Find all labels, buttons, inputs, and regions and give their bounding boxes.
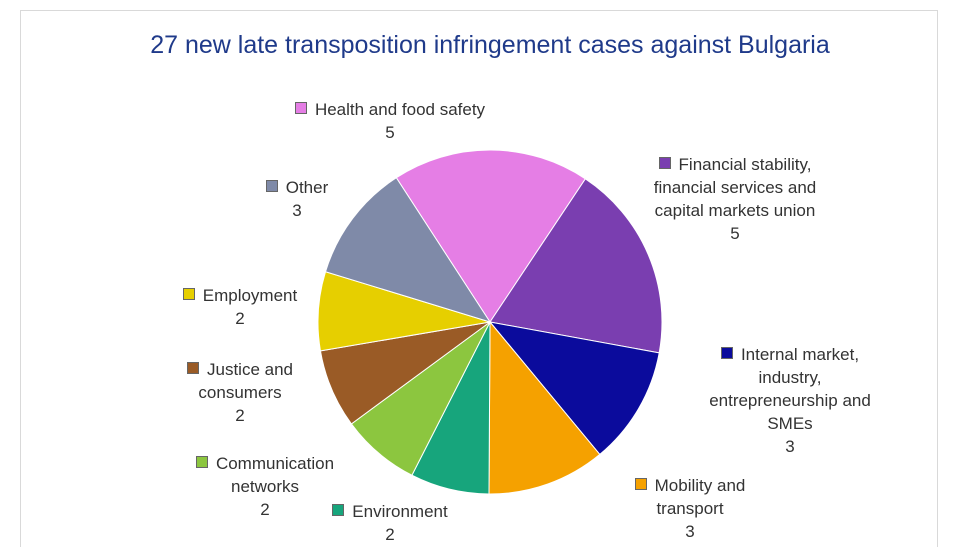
chart-title: 27 new late transposition infringement c… [150, 31, 830, 59]
legend-swatch [195, 456, 208, 468]
category-name: Health and food safety [314, 100, 486, 119]
legend-swatch [332, 504, 345, 516]
category-name: Environment [352, 502, 448, 521]
category-name: Communication networks [215, 454, 335, 496]
legend-swatch [658, 157, 671, 169]
slice-label: Mobility and transport 3 [605, 474, 775, 543]
slice-label: Internal market, industry, entrepreneurs… [700, 343, 880, 458]
legend-swatch [634, 478, 647, 490]
legend-swatch [182, 288, 195, 300]
category-name: Employment [202, 286, 298, 305]
category-name: Other [285, 178, 329, 197]
legend-swatch [294, 102, 307, 114]
value-label: 3 [685, 522, 695, 541]
value-label: 3 [292, 201, 302, 220]
slice-label: Financial stability, financial services … [640, 153, 830, 245]
value-label: 3 [785, 437, 795, 456]
category-name: Financial stability, financial services … [653, 155, 817, 220]
value-label: 2 [385, 525, 395, 544]
value-label: 5 [385, 123, 395, 142]
legend-swatch [187, 362, 199, 374]
pie-slice [489, 178, 663, 354]
category-name: Justice and consumers [198, 360, 293, 402]
pie-slice [324, 177, 492, 323]
pie-slice [488, 321, 660, 456]
slice-label: Communication networks 2 [160, 452, 370, 521]
pie-slice [395, 149, 587, 323]
value-label: 5 [730, 224, 740, 243]
slice-label: Justice and consumers 2 [150, 358, 330, 427]
slice-label: Other 3 [237, 176, 357, 222]
legend-swatch [720, 347, 733, 359]
value-label: 2 [260, 500, 270, 519]
category-name: Mobility and transport [654, 476, 746, 518]
slice-label: Environment 2 [290, 500, 490, 546]
pie-slice [488, 320, 601, 495]
category-name: Internal market, industry, entrepreneurs… [709, 345, 871, 433]
value-label: 2 [235, 309, 245, 328]
slice-label: Employment 2 [150, 284, 330, 330]
slice-label: Health and food safety 5 [290, 98, 490, 144]
value-label: 2 [235, 406, 245, 425]
chart-frame [20, 10, 938, 547]
legend-swatch [265, 180, 278, 192]
